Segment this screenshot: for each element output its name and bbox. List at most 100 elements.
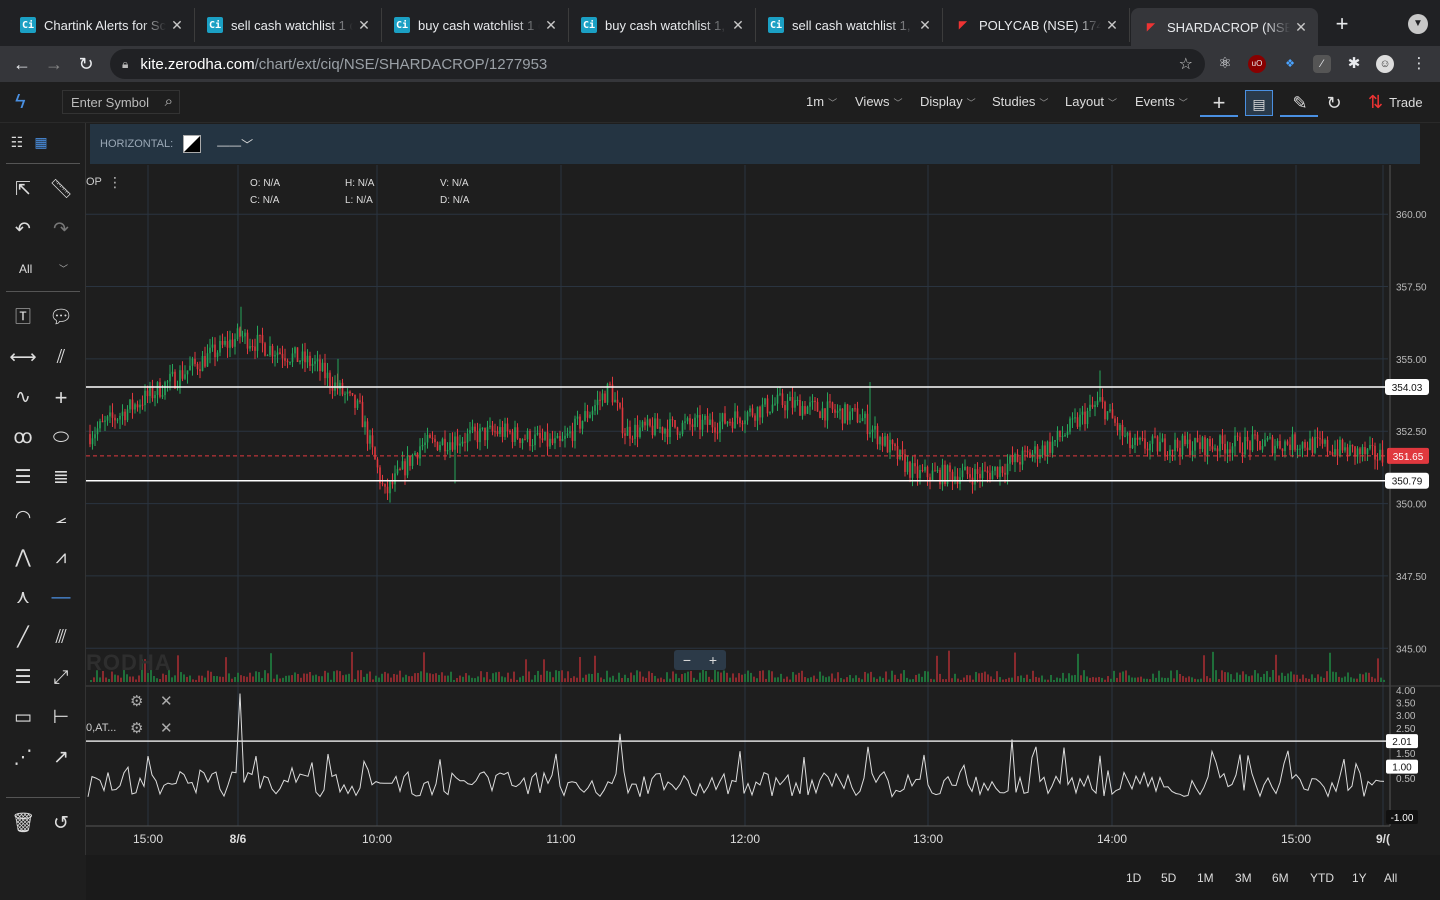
range-3m-button[interactable]: 3M xyxy=(1235,871,1252,885)
studies-menu[interactable]: Studies ﹀ xyxy=(992,94,1048,109)
candle-body xyxy=(1254,434,1256,436)
new-tab-icon[interactable]: + xyxy=(1335,11,1349,36)
comment-icon[interactable]: ▤ xyxy=(1245,90,1273,116)
reload-icon[interactable]: ↻ xyxy=(78,54,94,74)
close-icon[interactable]: ✕ xyxy=(919,16,931,33)
events-menu[interactable]: Events ﹀ xyxy=(1135,94,1188,109)
channel-icon[interactable]: ⫽ xyxy=(56,347,66,368)
volume-bar xyxy=(813,675,815,682)
line-icon[interactable]: ╱ xyxy=(17,627,29,648)
gear-icon[interactable]: ⚙ xyxy=(130,693,144,710)
crosshair-icon[interactable]: + xyxy=(1212,90,1226,115)
close-icon[interactable]: ✕ xyxy=(1295,18,1307,35)
close-icon[interactable]: ✕ xyxy=(1106,16,1118,33)
tool-filter-select[interactable]: All ﹀ xyxy=(8,259,74,279)
horizontal-line-icon[interactable]: — xyxy=(51,587,71,608)
trash-icon[interactable]: 🗑︎ xyxy=(10,813,36,834)
callout-icon[interactable]: 💬︎ xyxy=(48,307,74,328)
speed-resistance-icon[interactable]: ⋰ xyxy=(13,747,33,768)
browser-tab[interactable]: Ci sell cash watchlist 1 c ✕ xyxy=(195,8,382,42)
refresh-icon[interactable]: ↻ xyxy=(1326,93,1342,113)
atom-icon[interactable]: ⚛ xyxy=(1218,55,1232,72)
color-swatch[interactable] xyxy=(183,135,202,153)
close-icon[interactable]: ✕ xyxy=(545,16,557,33)
parallel-line-icon[interactable]: ⫻ xyxy=(55,627,67,648)
close-icon[interactable]: ✕ xyxy=(358,16,370,33)
bookmark-star-icon[interactable]: ☆ xyxy=(1178,56,1193,73)
range-ytd-button[interactable]: YTD xyxy=(1310,871,1334,885)
ellipse-icon[interactable]: ⬭ xyxy=(52,427,70,448)
views-menu[interactable]: Views ﹀ xyxy=(855,94,902,109)
avatar-icon[interactable]: ☺ xyxy=(1376,55,1394,73)
continuous-line-icon[interactable]: ∿ xyxy=(15,387,31,408)
fib-extension-icon[interactable]: ≣ xyxy=(53,467,69,488)
forward-icon[interactable]: → xyxy=(45,54,63,74)
browser-tab[interactable]: Ci sell cash watchlist 1, 7 ✕ xyxy=(756,8,943,42)
list-view-icon[interactable]: ☷ xyxy=(10,134,24,150)
browser-tab[interactable]: Ci buy cash watchlist 1, ✕ xyxy=(569,8,756,42)
ray-icon[interactable]: ⤢ xyxy=(53,667,69,688)
puzzle-icon[interactable]: ✱ xyxy=(1347,55,1361,72)
ruler-icon[interactable]: 📏︎ xyxy=(48,179,74,200)
range-6m-button[interactable]: 6M xyxy=(1272,871,1289,885)
gear-icon[interactable]: ⚙ xyxy=(130,720,144,737)
kebab-icon[interactable]: ⋮ xyxy=(1411,55,1427,72)
address-bar[interactable]: 🔒︎ kite.zerodha.com/chart/ext/ciq/NSE/SH… xyxy=(110,49,1205,79)
range-all-button[interactable]: All xyxy=(1384,871,1398,885)
segment-icon[interactable]: ⊢ xyxy=(52,707,70,728)
range-1d-button[interactable]: 1D xyxy=(1126,871,1142,885)
draw-pencil-icon[interactable]: ✎ xyxy=(1292,93,1308,113)
tab-search-icon[interactable]: ▼ xyxy=(1408,14,1428,34)
trade-button[interactable]: ⇅ Trade xyxy=(1368,92,1423,113)
cursor-icon[interactable]: ⇱ xyxy=(15,179,31,200)
kebab-icon[interactable]: ⋮ xyxy=(108,174,122,190)
pitchfork-icon[interactable]: ⩘ xyxy=(55,547,67,568)
zoom-in-icon[interactable]: + xyxy=(708,652,718,668)
quadrant-lines-icon[interactable]: ☰ xyxy=(14,667,32,688)
volume-bar xyxy=(630,672,632,682)
text-tool-icon[interactable]: 🅃︎ xyxy=(14,309,31,326)
redo-icon[interactable]: ↷ xyxy=(53,219,69,240)
fib-arc-icon[interactable]: ◠ xyxy=(14,507,32,528)
candle-body xyxy=(1296,448,1299,450)
arrow-icon[interactable]: ↗ xyxy=(53,747,69,768)
range-1y-button[interactable]: 1Y xyxy=(1352,871,1367,885)
dropbox-icon[interactable]: ❖ xyxy=(1285,58,1295,70)
range-1m-button[interactable]: 1M xyxy=(1197,871,1214,885)
fib-retrace-icon[interactable]: ☰ xyxy=(14,467,32,488)
symbol-search-input[interactable]: Enter Symbol ⌕ xyxy=(62,90,180,114)
back-icon[interactable]: ← xyxy=(13,54,31,74)
ublock-icon[interactable]: uO xyxy=(1248,55,1266,73)
close-icon[interactable]: ✕ xyxy=(171,16,183,33)
zoom-out-icon[interactable]: − xyxy=(682,652,692,668)
volume-bar xyxy=(288,675,290,682)
candle-body xyxy=(121,411,124,416)
reset-icon[interactable]: ↺ xyxy=(53,813,69,834)
layout-menu[interactable]: Layout ﹀ xyxy=(1065,94,1117,109)
browser-tab-active[interactable]: ◤ SHARDACROP (NSE) ✕ xyxy=(1131,8,1318,46)
undo-icon[interactable]: ↶ xyxy=(15,219,31,240)
browser-tab[interactable]: ◤ POLYCAB (NSE) 1742. ✕ xyxy=(943,8,1130,42)
gann-fan-icon[interactable]: ⋀ xyxy=(15,547,31,568)
grid-view-icon[interactable]: ▦ xyxy=(34,134,48,150)
kite-bolt-icon[interactable]: ϟ xyxy=(15,91,26,113)
pen-slash-icon[interactable]: ⁄ xyxy=(1313,55,1331,73)
measure-icon[interactable]: ⟷ xyxy=(9,347,37,368)
candle-body xyxy=(781,393,784,406)
doodle-icon[interactable]: ꝏ xyxy=(13,427,33,448)
price-chart[interactable]: 15:00 8/6 10:00 11:00 12:00 13:00 14:00 15:00 9/… xyxy=(86,165,1440,855)
gartley-icon[interactable]: ⋏ xyxy=(16,587,30,608)
interval-menu[interactable]: 1m ﹀ xyxy=(806,94,837,109)
volume-bar xyxy=(891,670,893,682)
close-icon[interactable]: ✕ xyxy=(160,720,173,737)
display-menu[interactable]: Display ﹀ xyxy=(920,94,976,109)
range-5d-button[interactable]: 5D xyxy=(1161,871,1177,885)
browser-tab[interactable]: Ci Chartink Alerts for Sc ✕ xyxy=(8,8,195,42)
rectangle-icon[interactable]: ▭ xyxy=(14,707,32,728)
line-style-select[interactable]: ——﹀ xyxy=(217,137,254,152)
close-icon[interactable]: ✕ xyxy=(732,16,744,33)
browser-tab[interactable]: Ci buy cash watchlist 1 c ✕ xyxy=(382,8,569,42)
close-icon[interactable]: ✕ xyxy=(160,693,173,710)
crossline-icon[interactable]: + xyxy=(54,385,68,410)
fib-fan-icon[interactable]: ⦟ xyxy=(55,507,67,528)
